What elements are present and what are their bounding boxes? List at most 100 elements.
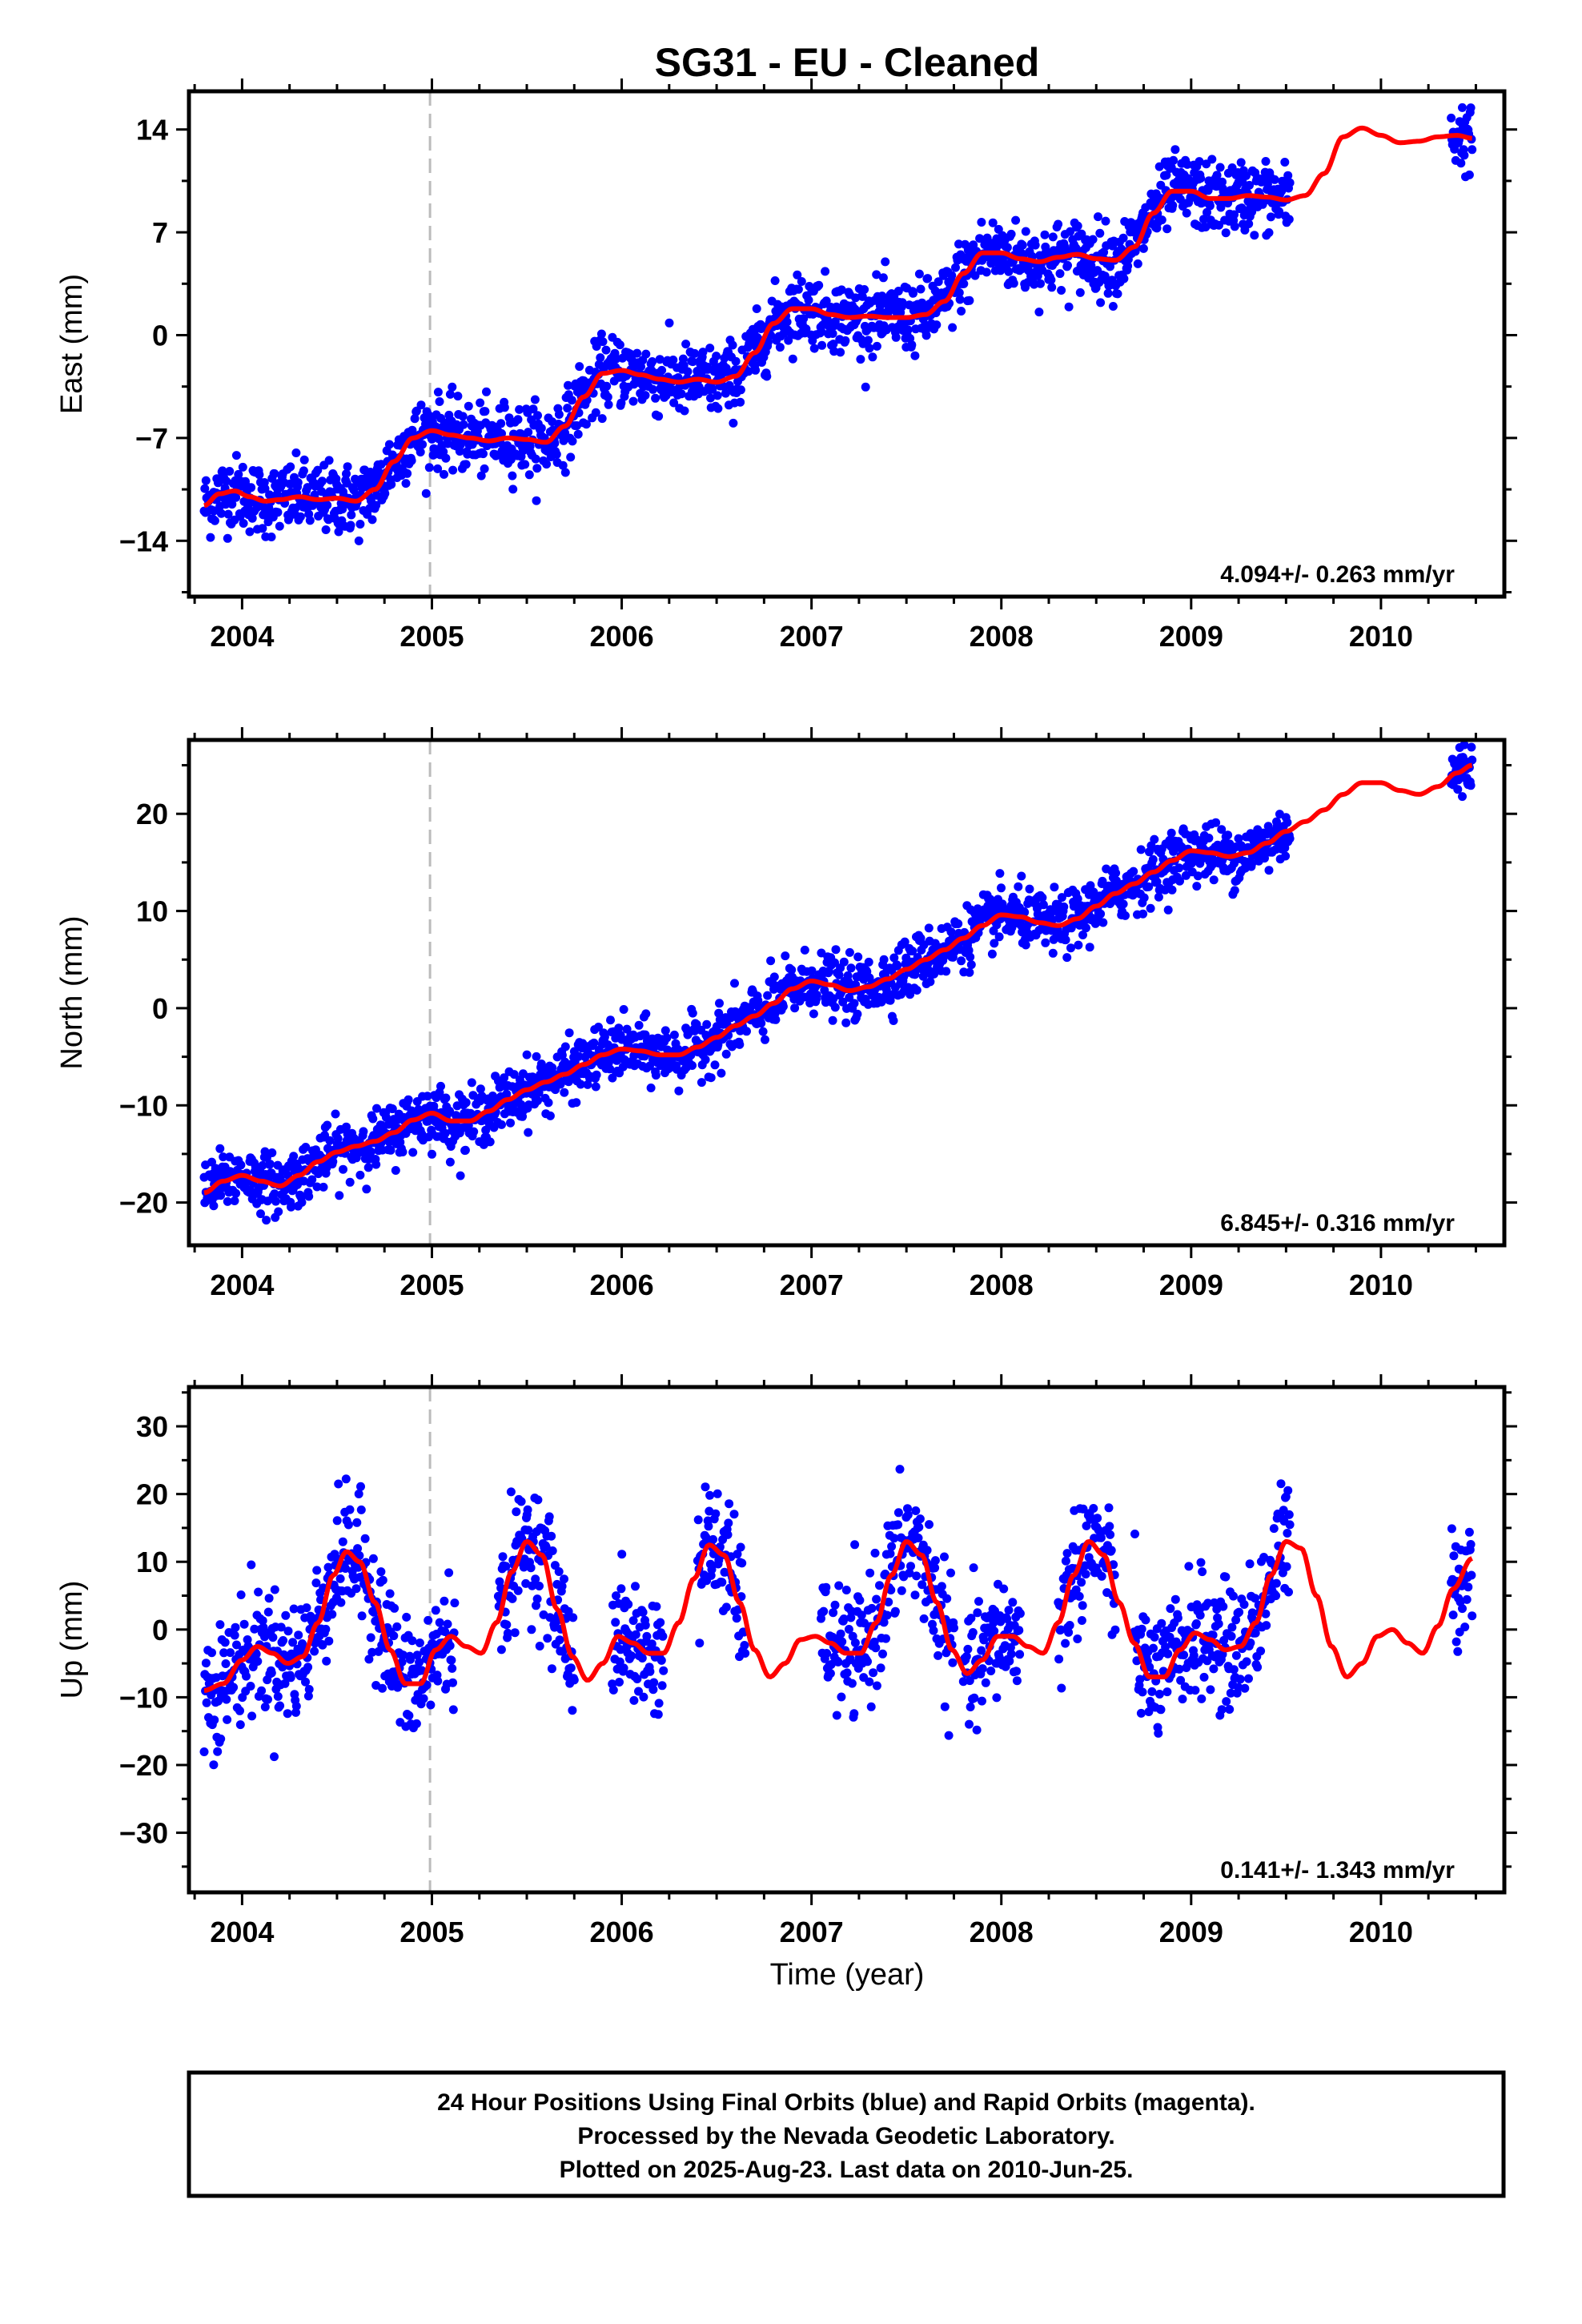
data-point	[1025, 884, 1034, 894]
data-point	[1015, 1650, 1025, 1659]
data-point	[715, 999, 724, 1008]
data-point	[1189, 1651, 1199, 1660]
data-point	[819, 1606, 829, 1616]
data-point	[836, 1629, 845, 1638]
data-point	[304, 1685, 314, 1694]
data-point	[381, 1112, 391, 1122]
data-point	[433, 464, 443, 473]
data-point	[955, 295, 965, 304]
data-point	[268, 1633, 278, 1642]
data-point	[232, 1640, 241, 1650]
data-point	[821, 1582, 831, 1592]
data-point	[247, 513, 257, 523]
data-point	[327, 1610, 337, 1619]
data-point	[977, 1646, 986, 1655]
data-point	[1460, 740, 1469, 750]
data-point	[440, 1596, 449, 1606]
data-point	[1118, 899, 1128, 909]
data-point	[1191, 1619, 1201, 1628]
data-point	[731, 356, 741, 366]
data-point	[1061, 1638, 1070, 1648]
data-point	[946, 927, 956, 937]
data-point	[656, 1655, 666, 1665]
data-point	[1138, 243, 1148, 253]
data-point	[1123, 261, 1133, 271]
data-point	[822, 1649, 832, 1658]
data-point	[990, 939, 999, 948]
data-point	[717, 1068, 726, 1078]
data-point	[733, 1550, 742, 1559]
data-point	[944, 1731, 954, 1740]
data-point	[500, 1073, 509, 1083]
data-point	[1234, 834, 1243, 843]
data-point	[839, 957, 849, 967]
data-point	[1458, 792, 1467, 802]
data-point	[378, 1575, 387, 1585]
data-point	[334, 527, 343, 537]
plot-frame	[187, 89, 1507, 599]
data-point	[1078, 931, 1087, 939]
data-point	[435, 1618, 444, 1627]
data-point	[624, 1599, 633, 1609]
data-point	[530, 395, 540, 404]
data-point	[837, 1692, 846, 1702]
data-point	[250, 1624, 259, 1634]
data-point	[978, 1664, 987, 1674]
data-point	[231, 493, 241, 502]
data-point	[972, 1725, 982, 1735]
y-tick-label: −14	[119, 525, 168, 557]
data-point	[641, 349, 651, 359]
data-point	[303, 483, 312, 493]
data-point	[1133, 259, 1142, 268]
data-point	[793, 284, 803, 294]
data-point	[1256, 1647, 1266, 1656]
data-point	[1261, 157, 1271, 166]
data-point	[876, 1663, 885, 1673]
data-point	[254, 1587, 263, 1597]
data-point	[1222, 1697, 1231, 1707]
data-point	[1242, 171, 1251, 180]
data-point	[556, 1080, 565, 1089]
data-point	[1262, 1621, 1271, 1630]
data-point	[640, 391, 650, 400]
data-point	[1173, 1613, 1182, 1622]
data-point	[697, 1078, 706, 1088]
data-point	[351, 1584, 361, 1594]
data-point	[1078, 1601, 1087, 1610]
data-point	[736, 397, 745, 407]
data-point	[763, 991, 773, 1000]
data-point	[728, 340, 737, 350]
data-point	[1212, 171, 1222, 180]
data-point	[267, 1148, 277, 1157]
data-point	[1456, 159, 1466, 168]
data-point	[1046, 275, 1056, 284]
data-point	[270, 1189, 279, 1199]
data-point	[239, 1619, 249, 1629]
data-point	[674, 1086, 684, 1096]
data-point	[1271, 1578, 1281, 1588]
data-point	[909, 288, 917, 298]
data-point	[469, 1127, 479, 1136]
data-point	[1251, 1594, 1259, 1603]
data-point	[259, 1622, 268, 1632]
data-point	[683, 367, 693, 376]
data-point	[1285, 178, 1295, 187]
data-point	[287, 1202, 295, 1212]
data-point	[307, 1175, 317, 1184]
data-point	[574, 1051, 584, 1061]
data-point	[612, 1591, 620, 1601]
data-point	[884, 1598, 893, 1606]
data-point	[321, 525, 331, 534]
data-point	[391, 1166, 400, 1175]
data-point	[480, 407, 490, 416]
data-point	[1108, 302, 1118, 311]
data-point	[615, 1678, 624, 1687]
data-point	[236, 1160, 246, 1170]
data-point	[807, 966, 817, 975]
data-point	[1281, 851, 1291, 861]
data-point	[1161, 1642, 1170, 1652]
data-point	[841, 336, 850, 345]
data-point	[1162, 171, 1171, 180]
data-point	[999, 1584, 1009, 1594]
data-point	[725, 1499, 734, 1509]
